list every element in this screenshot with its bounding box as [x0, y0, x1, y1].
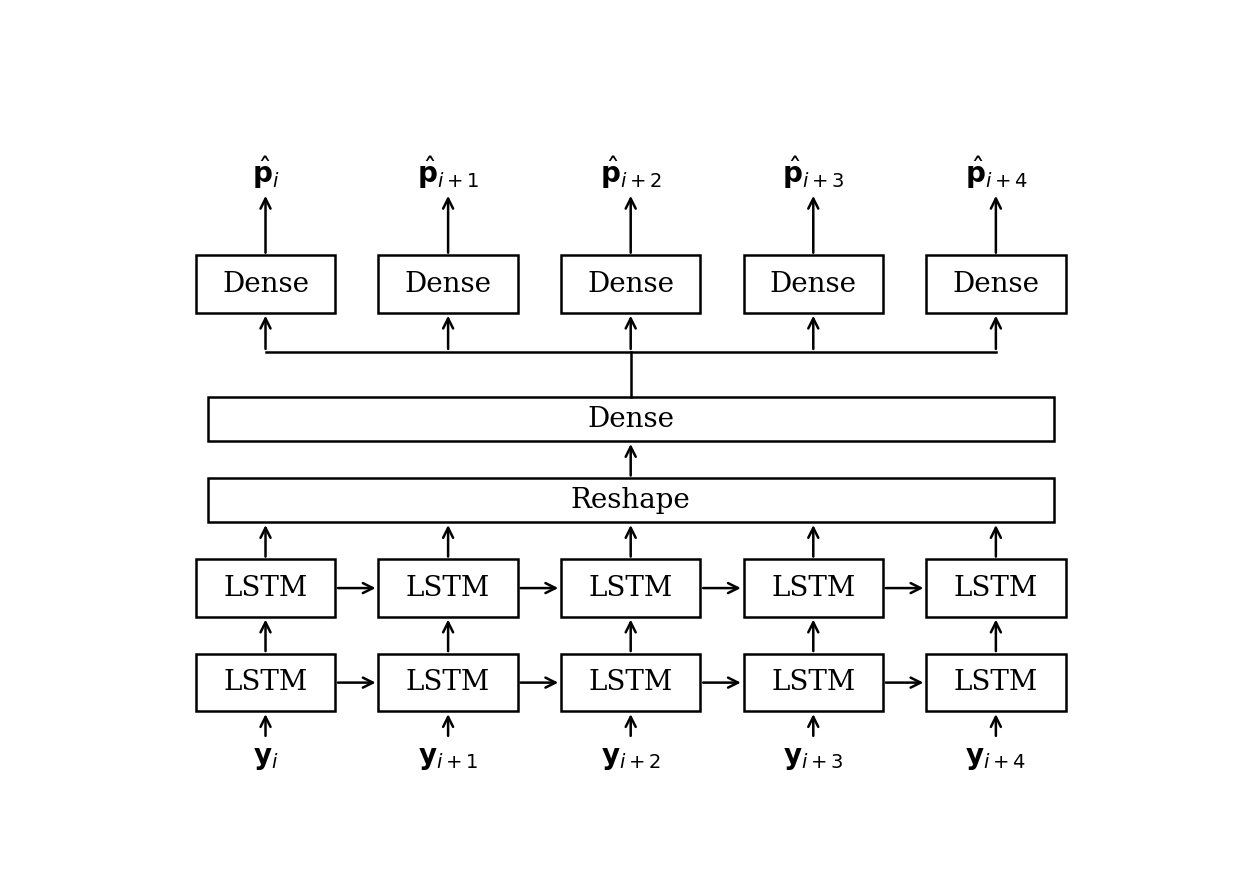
Bar: [744, 560, 883, 617]
Text: $\hat{\mathbf{p}}_{i+1}$: $\hat{\mathbf{p}}_{i+1}$: [417, 154, 479, 191]
Text: Dense: Dense: [222, 271, 309, 297]
Bar: [560, 560, 701, 617]
Bar: [196, 560, 335, 617]
Text: $\hat{\mathbf{p}}_{i+4}$: $\hat{\mathbf{p}}_{i+4}$: [965, 154, 1027, 191]
Bar: [378, 654, 518, 711]
Text: Dense: Dense: [770, 271, 857, 297]
Text: LSTM: LSTM: [771, 669, 856, 696]
Text: Dense: Dense: [588, 271, 675, 297]
Text: LSTM: LSTM: [223, 574, 308, 602]
Text: Dense: Dense: [952, 271, 1039, 297]
Text: LSTM: LSTM: [954, 574, 1038, 602]
Text: LSTM: LSTM: [589, 574, 673, 602]
Text: LSTM: LSTM: [223, 669, 308, 696]
Bar: [926, 654, 1065, 711]
Text: LSTM: LSTM: [771, 574, 856, 602]
Text: Reshape: Reshape: [570, 487, 691, 514]
Bar: [208, 397, 1054, 441]
Text: LSTM: LSTM: [954, 669, 1038, 696]
Bar: [560, 255, 701, 313]
Bar: [378, 255, 518, 313]
Bar: [926, 560, 1065, 617]
Bar: [378, 560, 518, 617]
Bar: [744, 255, 883, 313]
Text: $\mathbf{y}_{i}$: $\mathbf{y}_{i}$: [253, 745, 278, 773]
Text: $\mathbf{y}_{i+4}$: $\mathbf{y}_{i+4}$: [966, 745, 1027, 773]
Text: LSTM: LSTM: [589, 669, 673, 696]
Text: LSTM: LSTM: [405, 669, 490, 696]
Text: Dense: Dense: [588, 406, 675, 432]
Bar: [744, 654, 883, 711]
Text: $\mathbf{y}_{i+3}$: $\mathbf{y}_{i+3}$: [782, 745, 843, 773]
Text: LSTM: LSTM: [405, 574, 490, 602]
Bar: [926, 255, 1065, 313]
Text: $\mathbf{y}_{i+2}$: $\mathbf{y}_{i+2}$: [600, 745, 661, 773]
Text: $\mathbf{y}_{i+1}$: $\mathbf{y}_{i+1}$: [418, 745, 479, 773]
Text: $\hat{\mathbf{p}}_{i}$: $\hat{\mathbf{p}}_{i}$: [252, 154, 279, 191]
Bar: [196, 255, 335, 313]
Text: Dense: Dense: [404, 271, 491, 297]
Bar: [208, 478, 1054, 522]
Text: $\hat{\mathbf{p}}_{i+3}$: $\hat{\mathbf{p}}_{i+3}$: [782, 154, 844, 191]
Bar: [560, 654, 701, 711]
Text: $\hat{\mathbf{p}}_{i+2}$: $\hat{\mathbf{p}}_{i+2}$: [600, 154, 662, 191]
Bar: [196, 654, 335, 711]
